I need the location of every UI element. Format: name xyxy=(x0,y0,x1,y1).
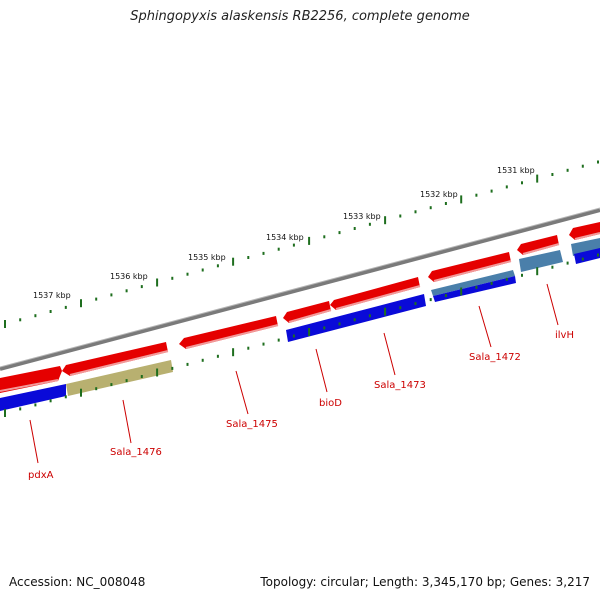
ruler-label-1534: 1534 kbp xyxy=(266,233,304,242)
forward-gene-3[interactable] xyxy=(179,316,278,349)
ruler-label-1536: 1536 kbp xyxy=(110,272,148,281)
connector-sala1473 xyxy=(383,332,396,376)
forward-strand-genes xyxy=(0,222,600,393)
reverse-gene-sala1472-b[interactable] xyxy=(433,276,516,302)
forward-gene-7[interactable] xyxy=(517,235,559,255)
ruler-label-1532: 1532 kbp xyxy=(420,190,458,199)
accession-text: Accession: NC_008048 xyxy=(9,575,146,589)
reverse-gene-sala1476[interactable] xyxy=(66,360,173,396)
gene-label-sala1473[interactable]: Sala_1473 xyxy=(374,380,426,391)
reverse-gene-10[interactable] xyxy=(574,248,600,264)
topology-summary: Topology: circular; Length: 3,345,170 bp… xyxy=(260,575,590,589)
forward-gene-shading xyxy=(0,232,600,392)
gene-label-sala1475[interactable]: Sala_1475 xyxy=(226,419,278,430)
genome-backbone xyxy=(0,208,600,371)
reverse-gene-sala1472[interactable] xyxy=(431,270,515,296)
reverse-gene-pdxA[interactable] xyxy=(0,384,66,411)
connector-sala1476 xyxy=(122,399,132,444)
gene-label-pdxA[interactable]: pdxA xyxy=(28,470,54,481)
reverse-gene-ilvh[interactable] xyxy=(519,250,563,272)
gene-label-sala1476[interactable]: Sala_1476 xyxy=(110,447,162,458)
gene-labels: pdxA Sala_1476 Sala_1475 bioD Sala_1473 … xyxy=(28,330,574,481)
forward-gene-6[interactable] xyxy=(428,252,511,282)
ruler-label-1537: 1537 kbp xyxy=(33,291,71,300)
forward-gene-5[interactable] xyxy=(330,277,420,310)
reverse-strand-genes xyxy=(0,238,600,411)
connector-ilvh xyxy=(546,283,559,326)
forward-gene-1[interactable] xyxy=(0,366,62,393)
genome-backbone-highlight xyxy=(0,207,600,368)
ruler-label-1531: 1531 kbp xyxy=(497,166,535,175)
ruler-label-1533: 1533 kbp xyxy=(343,212,381,221)
map-title: Sphingopyxis alaskensis RB2256, complete… xyxy=(130,9,470,24)
connector-sala1475 xyxy=(235,370,249,415)
forward-gene-4[interactable] xyxy=(283,301,331,323)
connector-biod xyxy=(315,348,328,393)
ruler-label-1535: 1535 kbp xyxy=(188,253,226,262)
label-connectors xyxy=(29,283,559,464)
connector-pdxA xyxy=(29,419,39,464)
gene-label-biod[interactable]: bioD xyxy=(319,398,342,409)
gene-label-sala1472[interactable]: Sala_1472 xyxy=(469,352,521,363)
ruler-labels: 1537 kbp 1536 kbp 1535 kbp 1534 kbp 1533… xyxy=(33,166,535,300)
inner-ruler xyxy=(4,253,599,417)
gene-label-ilvh[interactable]: ilvH xyxy=(555,330,574,341)
forward-gene-2[interactable] xyxy=(62,342,168,376)
reverse-gene-biod[interactable] xyxy=(286,294,426,342)
outer-ruler xyxy=(4,160,599,328)
connector-sala1472 xyxy=(478,305,492,348)
